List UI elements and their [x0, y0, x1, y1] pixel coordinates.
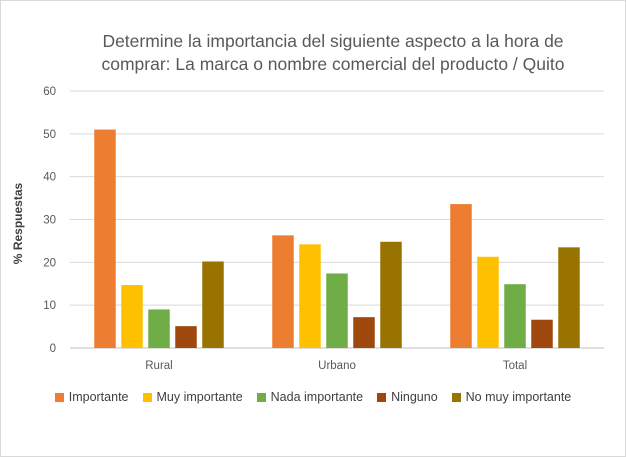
y-tick-label: 0: [50, 343, 56, 355]
y-tick-label: 60: [43, 86, 56, 98]
y-axis-label: % Respuestas: [11, 182, 25, 264]
bar-urbano-3: [326, 273, 348, 348]
legend-item: Ninguno: [377, 390, 438, 404]
y-tick-label: 10: [43, 300, 56, 312]
bar-urbano-1: [272, 235, 294, 348]
legend-swatch: [256, 392, 266, 402]
bar-total-5: [558, 247, 580, 348]
y-tick-label: 20: [43, 257, 56, 269]
x-category-label: Urbano: [318, 360, 356, 372]
bar-total-3: [504, 284, 526, 348]
legend-label: Nada importante: [270, 390, 364, 404]
bar-rural-1: [94, 129, 116, 348]
y-tick-label: 40: [43, 172, 56, 184]
chart-legend: Importante Muy importante Nada importante N…: [0, 390, 626, 404]
chart-title-line-1: Determine la importancia del siguiente a…: [102, 31, 564, 51]
legend-swatch: [451, 392, 461, 402]
legend-item: Nada importante: [256, 390, 364, 404]
bar-total-1: [450, 204, 472, 348]
legend-item: Muy importante: [142, 390, 243, 404]
bar-rural-5: [202, 261, 224, 348]
bar-urbano-2: [299, 244, 321, 348]
bar-total-2: [477, 256, 499, 348]
legend-label: Importante: [68, 390, 129, 404]
y-tick-label: 50: [43, 129, 56, 141]
y-tick-label: 30: [43, 215, 56, 227]
bar-urbano-4: [353, 317, 375, 348]
legend-swatch: [377, 392, 387, 402]
bar-total-4: [531, 319, 553, 348]
legend-swatch: [54, 392, 64, 402]
bar-urbano-5: [380, 241, 402, 348]
x-category-label: Total: [503, 360, 527, 372]
legend-label: No muy importante: [465, 390, 572, 404]
bar-rural-3: [148, 309, 170, 348]
bar-rural-2: [121, 285, 143, 348]
legend-label: Ninguno: [391, 390, 438, 404]
legend-item: No muy importante: [451, 390, 572, 404]
legend-item: Importante: [54, 390, 129, 404]
x-category-label: Rural: [145, 360, 172, 372]
chart-title-line-2: comprar: La marca o nombre comercial del…: [101, 54, 565, 74]
legend-label: Muy importante: [156, 390, 243, 404]
chart-title: Determine la importancia del siguiente a…: [40, 30, 626, 76]
bar-rural-4: [175, 326, 197, 348]
legend-swatch: [142, 392, 152, 402]
